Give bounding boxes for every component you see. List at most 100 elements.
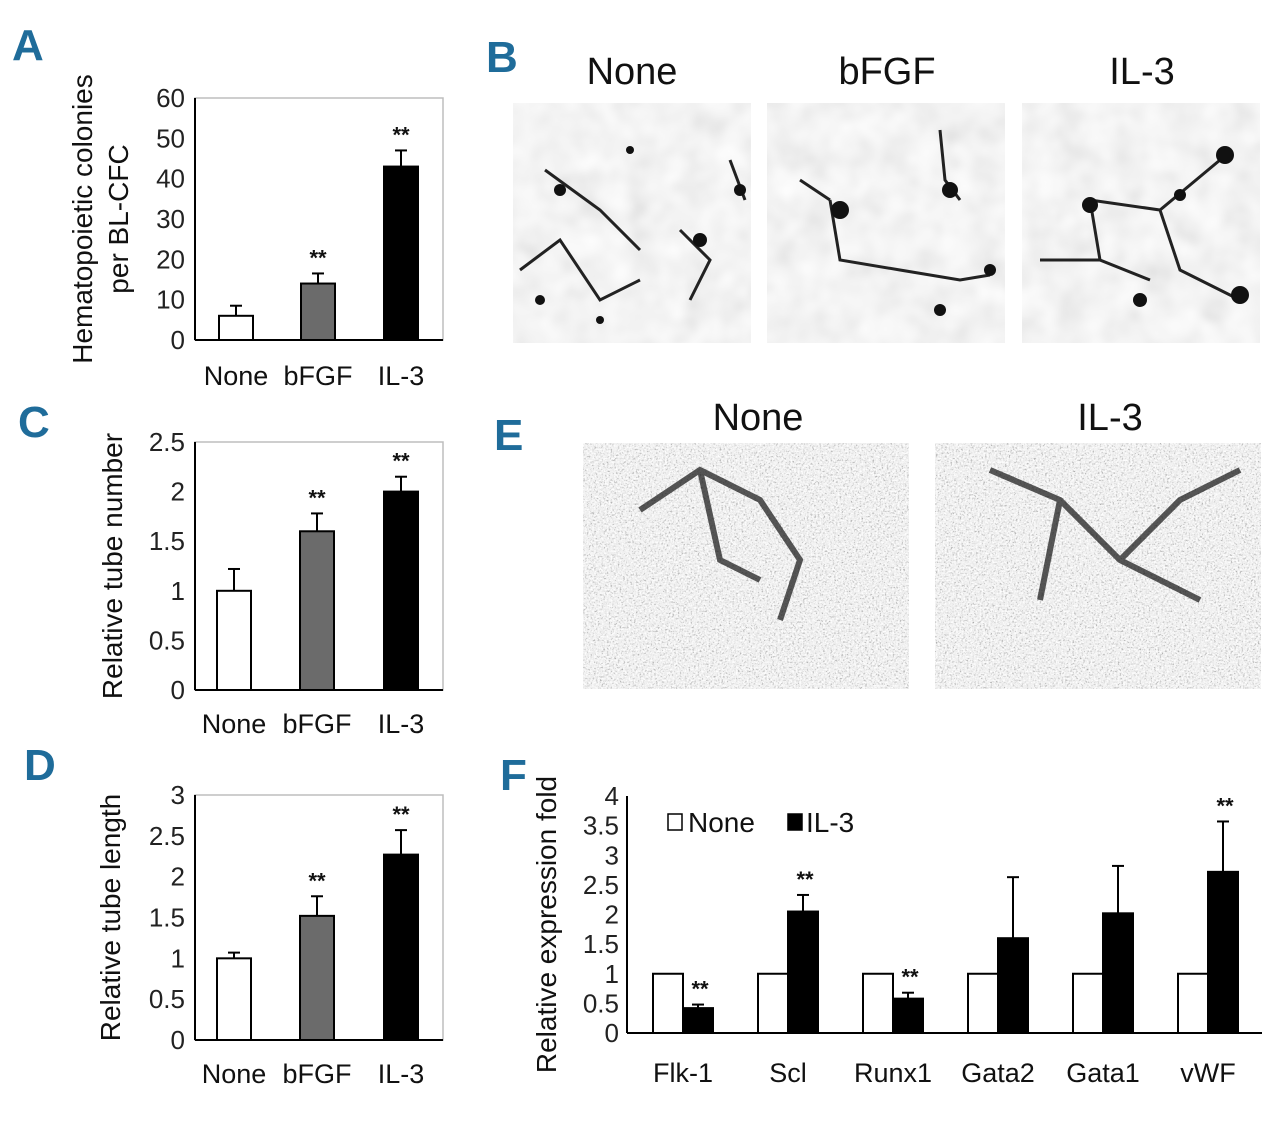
bar-scl-none: [757, 972, 789, 1034]
bar-il-3: [383, 490, 419, 691]
micrograph-b-bfgf: [767, 103, 1005, 343]
bar-gata1-il-3: [1102, 912, 1134, 1034]
micrograph-e-il3: [935, 443, 1261, 689]
y-tick-label: 0: [171, 675, 185, 705]
chart-f-relative-expression: 00.511.522.533.54 Relative expression fol…: [531, 776, 1262, 1088]
significance-marker: **: [796, 867, 814, 892]
y-tick-label: 0.5: [583, 988, 619, 1018]
legend-swatch-none: [667, 813, 683, 831]
y-tick-label: 3: [605, 840, 619, 870]
chart-c-relative-tube-number: 0 0.5 1 1.5 2 2.5 Relative tube number None ** bF…: [97, 427, 444, 739]
y-axis-label: per BL-CFC: [103, 144, 134, 293]
bar-gata2-il-3: [997, 937, 1029, 1035]
bar-gata2-none: [967, 972, 999, 1034]
chart-d-relative-tube-length: 0 0.5 1 1.5 2 2.5 3 Relative tube length None ** b…: [95, 780, 444, 1089]
y-tick-label: 40: [156, 164, 185, 194]
x-category-label: None: [202, 1059, 267, 1089]
significance-marker: **: [901, 965, 919, 990]
x-category-label: Gata1: [1066, 1058, 1140, 1088]
bar-flk-1-none: [652, 972, 684, 1034]
bar-scl-il-3: [787, 910, 819, 1034]
legend-swatch-il3: [787, 813, 803, 831]
y-tick-label: 10: [156, 285, 185, 315]
x-category-label: IL-3: [378, 1059, 425, 1089]
significance-marker: **: [308, 485, 326, 510]
x-category-label: bFGF: [282, 1059, 351, 1089]
micrograph-b-none: [513, 103, 751, 343]
panel-label-d: D: [24, 741, 56, 790]
panel-label-a: A: [12, 21, 44, 70]
y-tick-label: 1: [171, 576, 185, 606]
panel-label-e: E: [494, 411, 523, 460]
y-tick-label: 1: [605, 959, 619, 989]
panel-label-c: C: [18, 398, 50, 447]
panel-label-f: F: [500, 751, 527, 800]
y-axis-label: Hematopoietic colonies: [67, 74, 98, 364]
micrograph-e-none: [583, 443, 909, 689]
chart-a-hematopoietic-colonies: 0 10 20 30 40 50 60 Hematopoietic colonies per B…: [67, 74, 444, 391]
y-tick-label: 60: [156, 83, 185, 113]
y-tick-label: 0: [171, 325, 185, 355]
y-tick-label: 0: [171, 1025, 185, 1055]
bar-il-3: [383, 165, 419, 341]
bar-vwf-none: [1177, 972, 1209, 1034]
x-category-label: bFGF: [283, 361, 352, 391]
y-tick-label: 2.5: [149, 427, 185, 457]
y-tick-label: 1.5: [149, 903, 185, 933]
bar-none: [218, 314, 254, 341]
y-tick-label: 2: [605, 900, 619, 930]
panel-b-micrographs: None bFGF IL-3: [513, 51, 1260, 343]
x-category-label: None: [204, 361, 269, 391]
significance-marker: **: [308, 868, 326, 893]
x-category-label: Gata2: [961, 1058, 1035, 1088]
y-tick-label: 20: [156, 244, 185, 274]
x-category-label: vWF: [1180, 1058, 1235, 1088]
legend-label-none: None: [688, 807, 755, 838]
micrograph-b-il3: [1022, 103, 1260, 343]
panel-e-micrographs: None IL-3: [583, 397, 1261, 689]
y-tick-label: 1.5: [583, 929, 619, 959]
y-axis-label: Relative expression fold: [531, 776, 562, 1073]
bar-bfgf: [300, 282, 336, 341]
bar-none: [216, 589, 252, 691]
micrograph-label-none: None: [713, 397, 804, 439]
y-tick-label: 2.5: [149, 821, 185, 851]
bar-flk-1-il-3: [682, 1007, 714, 1034]
y-tick-label: 2.5: [583, 870, 619, 900]
y-axis-label: Relative tube number: [97, 433, 128, 699]
y-axis-label: Relative tube length: [95, 794, 126, 1042]
x-category-label: IL-3: [378, 361, 425, 391]
y-tick-label: 2: [171, 477, 185, 507]
y-tick-label: 1.5: [149, 526, 185, 556]
bar-bfgf: [299, 530, 335, 692]
bar-bfgf: [299, 914, 335, 1041]
y-tick-label: 2: [171, 862, 185, 892]
bar-vwf-il-3: [1207, 870, 1239, 1035]
y-tick-label: 0.5: [149, 984, 185, 1014]
legend-label-il3: IL-3: [806, 807, 854, 838]
significance-marker: **: [392, 122, 410, 147]
x-category-label: IL-3: [378, 709, 425, 739]
significance-marker: **: [1216, 793, 1234, 818]
y-tick-label: 0.5: [149, 625, 185, 655]
bar-runx1-none: [862, 972, 894, 1034]
x-category-label: Scl: [769, 1058, 807, 1088]
micrograph-label-none: None: [587, 51, 678, 93]
y-tick-label: 3: [171, 780, 185, 810]
x-category-label: bFGF: [282, 709, 351, 739]
bar-il-3: [383, 853, 419, 1041]
micrograph-label-bfgf: bFGF: [838, 51, 935, 93]
y-tick-label: 3.5: [583, 811, 619, 841]
bar-runx1-il-3: [892, 997, 924, 1035]
bar-gata1-none: [1072, 972, 1104, 1034]
y-tick-label: 30: [156, 204, 185, 234]
y-tick-label: 1: [171, 943, 185, 973]
x-category-label: Runx1: [854, 1058, 932, 1088]
micrograph-label-il3: IL-3: [1077, 397, 1142, 439]
y-tick-label: 0: [605, 1018, 619, 1048]
x-category-label: Flk-1: [653, 1058, 713, 1088]
y-tick-label: 4: [605, 781, 619, 811]
bar-none: [216, 957, 252, 1041]
x-category-label: None: [202, 709, 267, 739]
